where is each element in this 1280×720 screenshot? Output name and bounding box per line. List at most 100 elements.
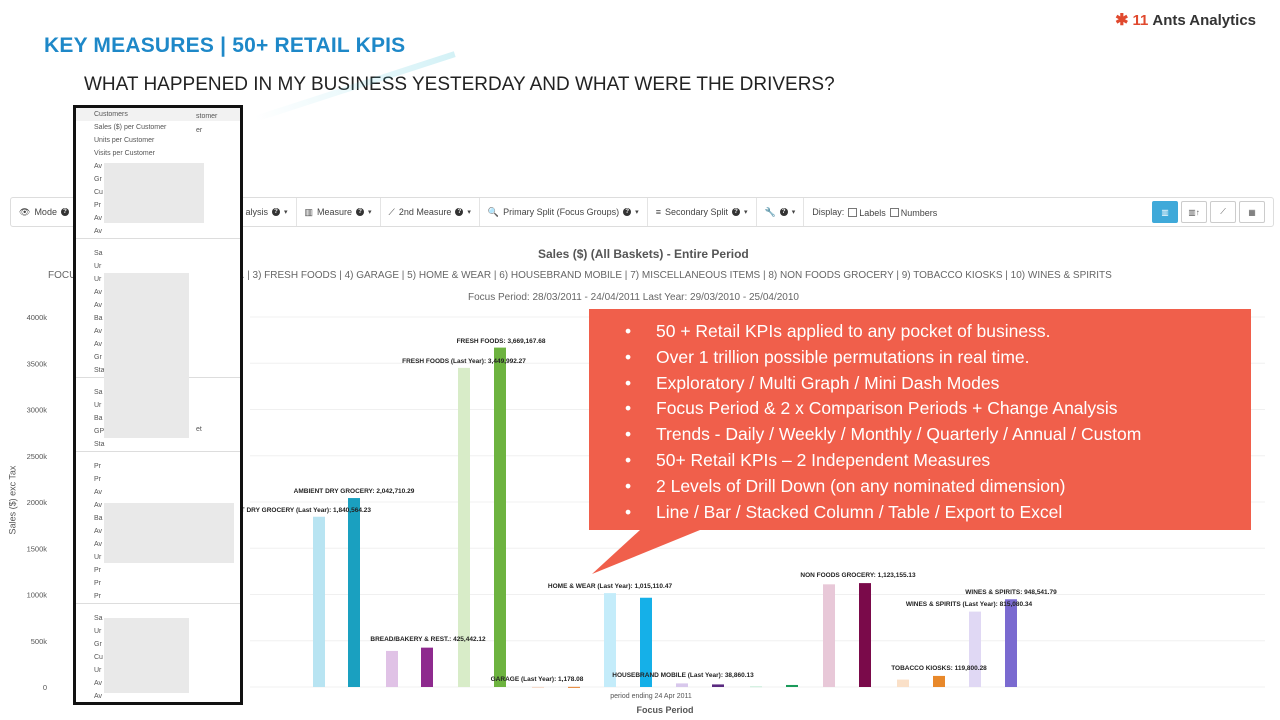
- data-label: WINES & SPIRITS: 948,541.79: [965, 589, 1057, 596]
- dropdown-item[interactable]: Av: [94, 302, 103, 309]
- dropdown-item[interactable]: Ur: [94, 263, 102, 270]
- dropdown-item[interactable]: Av: [94, 215, 103, 222]
- dropdown-item[interactable]: Av: [94, 528, 103, 535]
- dropdown-item[interactable]: Av: [94, 680, 103, 687]
- dropdown-item[interactable]: GP: [94, 428, 105, 435]
- dropdown-item[interactable]: Av: [94, 328, 103, 335]
- analysis-dropdown[interactable]: alysis? ▾: [85, 198, 297, 226]
- labels-checkbox[interactable]: Labels: [848, 207, 886, 218]
- measure2-dropdown[interactable]: ⟋ 2nd Measure? ▾: [381, 198, 480, 226]
- dropdown-item[interactable]: Sta: [94, 441, 105, 448]
- y-tick-label: 2500k: [27, 452, 48, 461]
- help-icon[interactable]: ?: [60, 208, 69, 216]
- numbers-checkbox[interactable]: Numbers: [889, 207, 937, 218]
- dropdown-item[interactable]: Ur: [94, 276, 102, 283]
- dropdown-item[interactable]: Av: [94, 489, 103, 496]
- dropdown-item[interactable]: Ba: [94, 515, 103, 522]
- dropdown-item[interactable]: Sta: [94, 367, 105, 374]
- dropdown-item[interactable]: Cu: [94, 189, 103, 196]
- eye-icon: 👁: [19, 206, 31, 217]
- blurred-region: [104, 273, 189, 438]
- dropdown-item[interactable]: Pr: [94, 593, 101, 600]
- dropdown-item[interactable]: Sales ($) per Customer: [94, 124, 167, 131]
- y-tick-label: 1500k: [27, 544, 48, 553]
- dropdown-item[interactable]: Av: [94, 502, 103, 509]
- x-tick-label: period ending 24 Apr 2011: [610, 693, 692, 700]
- bar: [604, 593, 616, 687]
- feature-item: 2 Levels of Drill Down (on any nominated…: [625, 474, 1251, 500]
- caret-down-icon: ▾: [635, 209, 639, 216]
- help-icon[interactable]: ?: [356, 208, 365, 216]
- help-icon[interactable]: ?: [779, 208, 788, 216]
- dropdown-item[interactable]: Av: [94, 289, 103, 296]
- bar-chart-icon: ▥: [304, 206, 314, 217]
- dropdown-divider: [76, 451, 240, 460]
- data-label: TOBACCO KIOSKS: 119,800.28: [891, 665, 987, 672]
- dropdown-item[interactable]: Ur: [94, 667, 102, 674]
- dropdown-item[interactable]: Pr: [94, 463, 101, 470]
- slide-title: KEY MEASURES | 50+ RETAIL KPIS: [44, 34, 406, 57]
- dropdown-item[interactable]: Pr: [94, 567, 101, 574]
- dropdown-divider: [76, 238, 240, 247]
- brand-name: Ants Analytics: [1152, 11, 1256, 29]
- bar: [532, 686, 544, 688]
- dropdown-item[interactable]: Customers: [76, 108, 240, 121]
- bar: [823, 584, 835, 687]
- dropdown-item[interactable]: Pr: [94, 476, 101, 483]
- dropdown-item[interactable]: Av: [94, 228, 103, 235]
- dropdown-item[interactable]: Sa: [94, 250, 103, 257]
- dropdown-item[interactable]: Sa: [94, 615, 103, 622]
- dropdown-item[interactable]: Av: [94, 693, 103, 700]
- dropdown-item[interactable]: Pr: [94, 202, 101, 209]
- bar: [386, 650, 398, 687]
- bar-view-button[interactable]: ▥: [1152, 201, 1178, 223]
- help-icon[interactable]: ?: [623, 208, 632, 216]
- help-icon[interactable]: ?: [455, 208, 464, 216]
- blurred-region: [104, 163, 204, 223]
- bar: [750, 686, 762, 688]
- search-icon: 🔍: [487, 206, 500, 217]
- dropdown-item[interactable]: Gr: [94, 354, 102, 361]
- dropdown-item[interactable]: Ur: [94, 554, 102, 561]
- blurred-region: [104, 503, 234, 563]
- data-label: GARAGE (Last Year): 1,178.08: [491, 676, 584, 683]
- feature-callout: 50 + Retail KPIs applied to any pocket o…: [589, 309, 1251, 530]
- help-icon[interactable]: ?: [732, 208, 740, 216]
- bar: [786, 684, 798, 687]
- dropdown-item[interactable]: Av: [94, 163, 103, 170]
- bar: [712, 684, 724, 687]
- dropdown-item[interactable]: Pr: [94, 580, 101, 587]
- dropdown-item[interactable]: Ur: [94, 402, 102, 409]
- dropdown-item[interactable]: Cu: [94, 654, 103, 661]
- dropdown-item[interactable]: Sa: [94, 389, 103, 396]
- dropdown-item[interactable]: Ba: [94, 315, 103, 322]
- bar: [859, 583, 871, 687]
- bar: [897, 679, 909, 687]
- tools-dropdown[interactable]: 🔧? ▾: [757, 198, 805, 226]
- stacked-chart-icon: ▥↑: [1188, 207, 1200, 217]
- help-icon[interactable]: ?: [271, 208, 280, 216]
- checkbox-icon: [848, 207, 858, 217]
- dropdown-item[interactable]: Av: [94, 541, 103, 548]
- dropdown-item[interactable]: Gr: [94, 176, 102, 183]
- measure-dropdown[interactable]: ▥ Measure? ▾: [297, 198, 381, 226]
- dropdown-item[interactable]: Av: [94, 341, 103, 348]
- data-label: AMBIENT DRY GROCERY (Last Year): 1,840,5…: [215, 507, 371, 514]
- stacked-view-button[interactable]: ▥↑: [1181, 201, 1207, 223]
- dropdown-overflow-text: stomer: [196, 113, 218, 120]
- dropdown-divider: [76, 603, 240, 612]
- line-view-button[interactable]: ⟋: [1210, 201, 1236, 223]
- secondary-split-dropdown[interactable]: ≡ Secondary Split? ▾: [648, 198, 757, 226]
- primary-split-dropdown[interactable]: 🔍 Primary Split (Focus Groups)? ▾: [480, 198, 648, 226]
- mode-label: Mode: [34, 207, 57, 217]
- bar: [969, 611, 981, 687]
- dropdown-item[interactable]: Ur: [94, 628, 102, 635]
- table-view-button[interactable]: ▦: [1239, 201, 1265, 223]
- labels-label: Labels: [859, 207, 886, 218]
- data-label: BREAD/BAKERY & REST.: 425,442.12: [370, 636, 486, 643]
- checkbox-icon: [889, 207, 899, 217]
- dropdown-item[interactable]: Ba: [94, 415, 103, 422]
- dropdown-item[interactable]: Visits per Customer: [94, 150, 155, 157]
- dropdown-item[interactable]: Units per Customer: [94, 137, 155, 144]
- dropdown-item[interactable]: Gr: [94, 641, 102, 648]
